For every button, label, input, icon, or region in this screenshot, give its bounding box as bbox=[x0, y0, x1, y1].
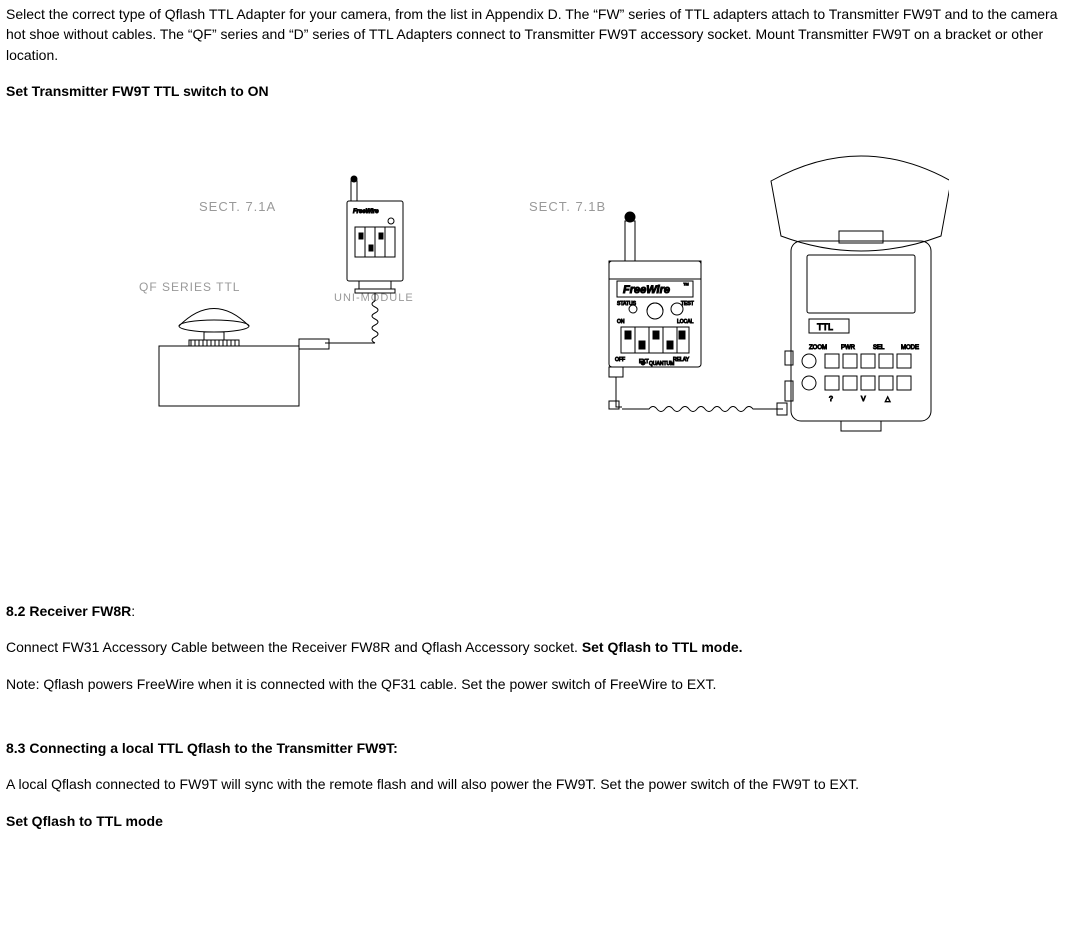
svg-text:MODE: MODE bbox=[901, 345, 919, 351]
svg-text:RELAY: RELAY bbox=[673, 357, 690, 363]
sec-8-2-p1: Connect FW31 Accessory Cable between the… bbox=[6, 637, 1061, 657]
figure-7-1a: SECT. 7.1A QF SERIES TTL UNI-MODULE Free… bbox=[119, 171, 449, 431]
sec-8-2-p1a: Connect FW31 Accessory Cable between the… bbox=[6, 639, 582, 655]
sec-8-2-p2: Note: Qflash powers FreeWire when it is … bbox=[6, 674, 1061, 694]
section-8-3-heading: 8.3 Connecting a local TTL Qflash to the… bbox=[6, 738, 1061, 758]
svg-text:TTL: TTL bbox=[817, 322, 833, 332]
svg-text:?: ? bbox=[829, 396, 833, 403]
svg-text:FreeWire: FreeWire bbox=[353, 209, 379, 215]
svg-text:™: ™ bbox=[683, 282, 689, 289]
sect-7-1b-label: SECT. 7.1B bbox=[529, 199, 606, 214]
figure-7-1b: SECT. 7.1B FreeWire ™ STATUS TEST bbox=[509, 151, 949, 451]
sec-8-2-colon: : bbox=[131, 603, 135, 619]
svg-text:△: △ bbox=[885, 396, 891, 403]
svg-text:OFF: OFF bbox=[615, 357, 625, 363]
coiled-cable-b-icon bbox=[609, 377, 787, 415]
svg-text:SEL: SEL bbox=[873, 345, 885, 351]
section-8-2-heading: 8.2 Receiver FW8R: bbox=[6, 601, 1061, 621]
heading-set-ttl-on: Set Transmitter FW9T TTL switch to ON bbox=[6, 81, 1061, 101]
fig-7-1a-svg: SECT. 7.1A QF SERIES TTL UNI-MODULE Free… bbox=[119, 171, 449, 431]
svg-text:V: V bbox=[861, 396, 866, 403]
sec-8-3-p2: Set Qflash to TTL mode bbox=[6, 811, 1061, 831]
sec-8-2-title: 8.2 Receiver FW8R bbox=[6, 603, 131, 619]
receiver-freewire-icon: FreeWire ™ STATUS TEST ON LOCAL bbox=[609, 212, 701, 377]
svg-text:STATUS: STATUS bbox=[617, 301, 637, 307]
fig-7-1b-svg: SECT. 7.1B FreeWire ™ STATUS TEST bbox=[509, 151, 949, 451]
transmitter-fw9t-icon: FreeWire bbox=[347, 176, 403, 293]
svg-text:FreeWire: FreeWire bbox=[623, 284, 670, 296]
qf-series-label: QF SERIES TTL bbox=[139, 280, 240, 294]
qflash-back-icon: TTL ZOOM PWR SEL MODE bbox=[771, 156, 949, 431]
svg-text:QUANTUM: QUANTUM bbox=[649, 361, 674, 367]
qf-ttl-adapter-icon bbox=[159, 309, 329, 407]
svg-text:TEST: TEST bbox=[681, 301, 694, 307]
sec-8-3-p1: A local Qflash connected to FW9T will sy… bbox=[6, 774, 1061, 794]
sec-8-2-p1b: Set Qflash to TTL mode. bbox=[582, 639, 743, 655]
sect-7-1a-label: SECT. 7.1A bbox=[199, 199, 276, 214]
intro-paragraph: Select the correct type of Qflash TTL Ad… bbox=[6, 4, 1061, 65]
figure-area: SECT. 7.1A QF SERIES TTL UNI-MODULE Free… bbox=[6, 141, 1061, 461]
svg-text:LOCAL: LOCAL bbox=[677, 319, 694, 325]
svg-text:PWR: PWR bbox=[841, 345, 856, 351]
svg-text:ZOOM: ZOOM bbox=[809, 345, 827, 351]
svg-text:ON: ON bbox=[617, 319, 625, 325]
